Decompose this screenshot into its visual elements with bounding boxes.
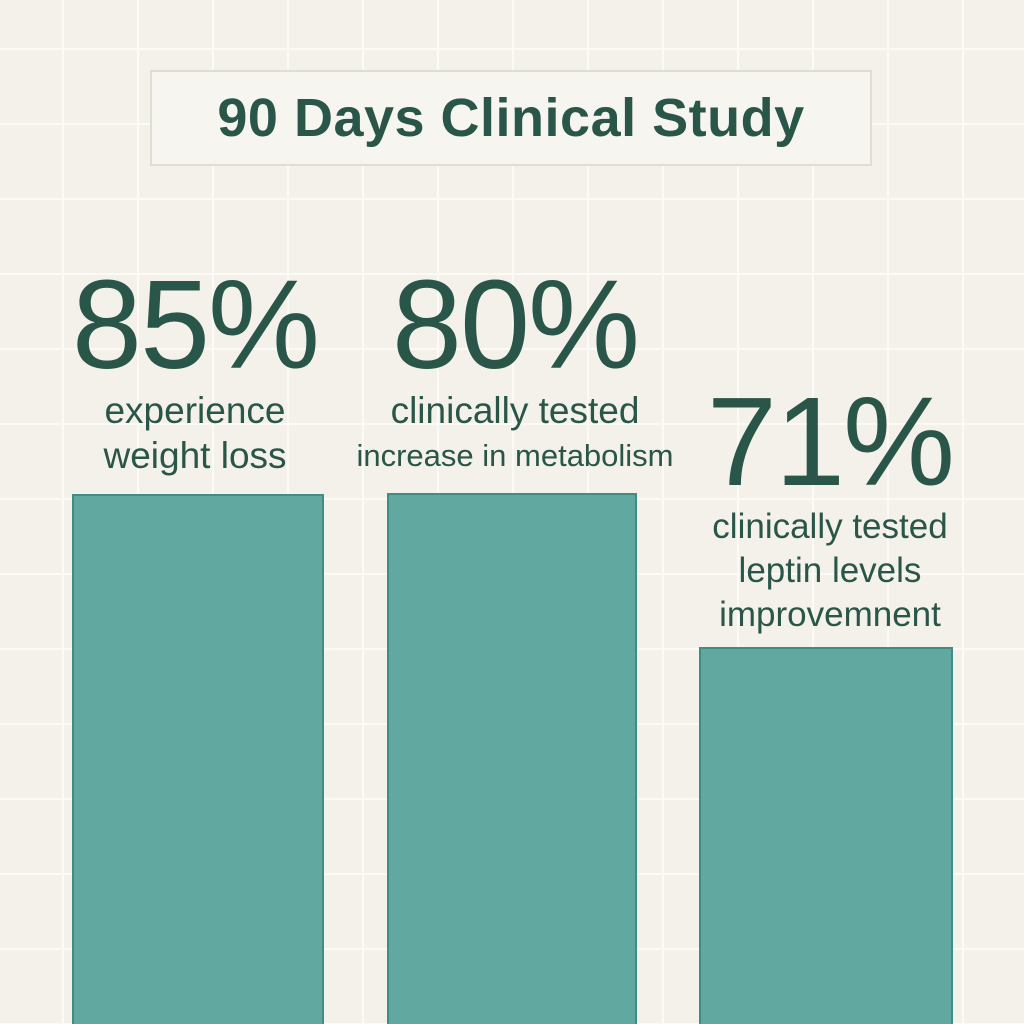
stat-label-line: weight loss [103,435,287,476]
stat-label-line: clinically tested [390,390,640,431]
stat-label-line: clinically tested [712,507,948,546]
stat-metabolism: 80% clinically tested increase in metabo… [355,262,675,478]
page-title: 90 Days Clinical Study [217,88,805,148]
bar-weight-loss [72,494,324,1024]
stat-value-weight-loss: 85% [71,254,320,395]
bar-metabolism [387,493,637,1024]
stat-value-metabolism: 80% [391,254,640,395]
stat-label-line: increase in metabolism [356,438,674,473]
stat-leptin: 71% clinically tested leptin levels impr… [680,379,980,637]
stat-value-leptin: 71% [706,371,955,512]
stat-weight-loss: 85% experience weight loss [40,262,350,478]
title-box: 90 Days Clinical Study [150,70,872,166]
stat-label-line: improvemnent [719,595,941,634]
stat-label-line: experience [104,390,286,431]
bar-leptin [699,647,953,1024]
stat-label-line: leptin levels [738,551,922,590]
